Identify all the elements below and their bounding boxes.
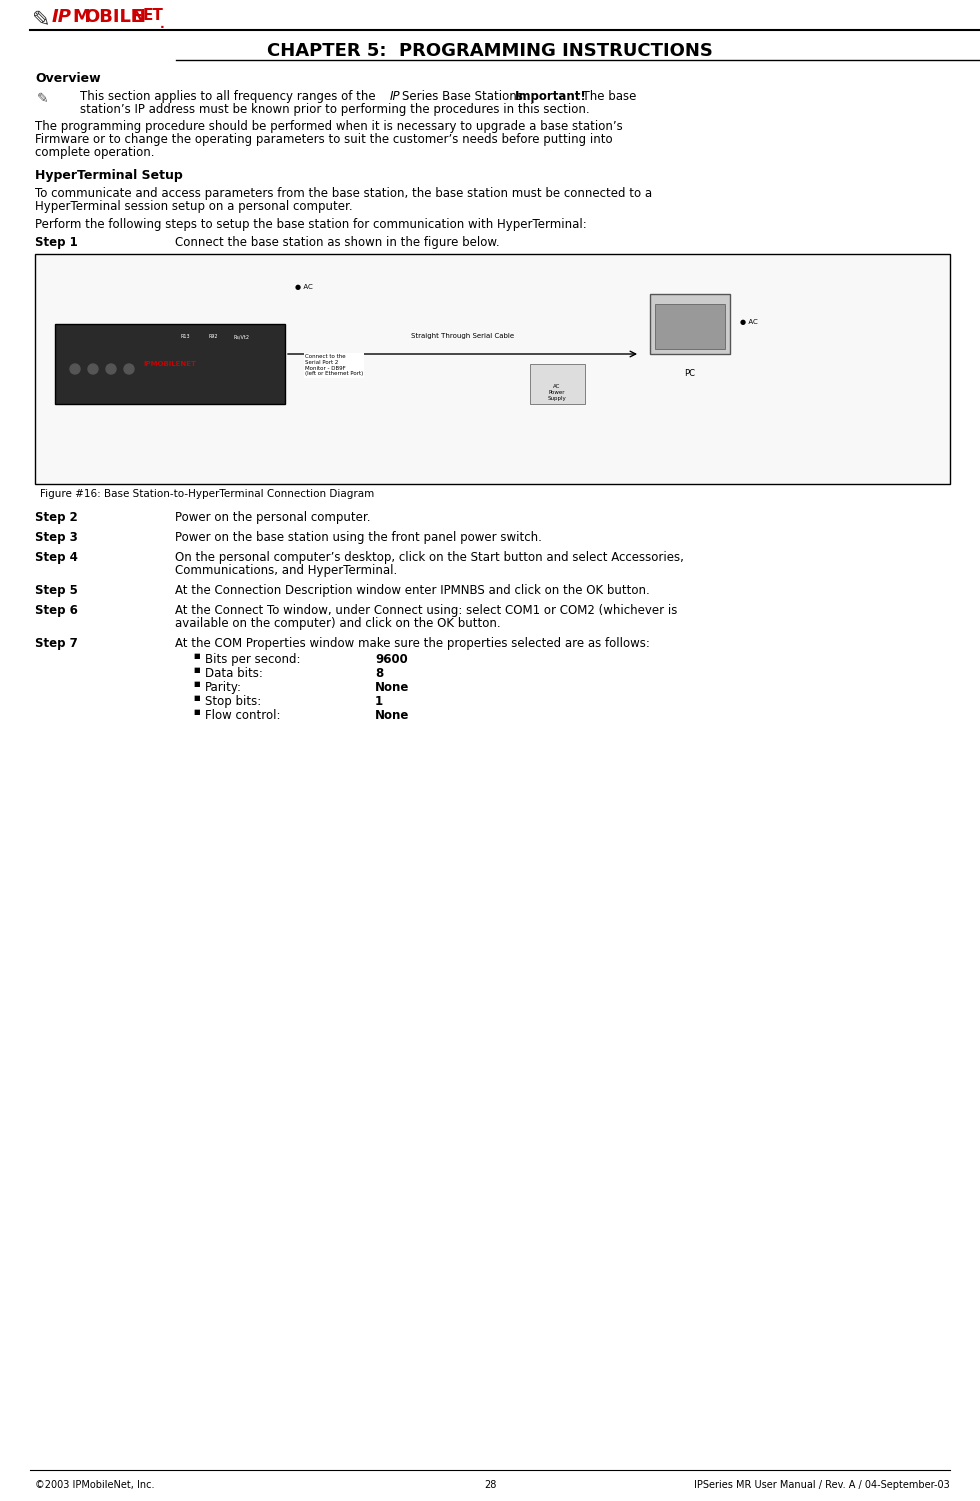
Text: Important!: Important!	[515, 90, 587, 104]
Text: CHAPTER 5:  PROGRAMMING INSTRUCTIONS: CHAPTER 5: PROGRAMMING INSTRUCTIONS	[268, 42, 712, 60]
Text: ✎: ✎	[32, 11, 51, 30]
Text: Communications, and HyperTerminal.: Communications, and HyperTerminal.	[175, 564, 397, 576]
Text: Step 1: Step 1	[35, 236, 77, 249]
Text: Step 6: Step 6	[35, 603, 77, 617]
Text: OBILE: OBILE	[84, 8, 143, 26]
Text: ● AC: ● AC	[740, 320, 758, 326]
Circle shape	[124, 365, 134, 374]
Text: Power on the personal computer.: Power on the personal computer.	[175, 510, 370, 524]
Text: Parity:: Parity:	[205, 681, 242, 693]
Circle shape	[70, 365, 80, 374]
Text: At the Connection Description window enter IPMNBS and click on the OK button.: At the Connection Description window ent…	[175, 584, 650, 597]
Text: .: .	[160, 18, 165, 32]
Text: ET: ET	[143, 8, 164, 23]
Text: Step 5: Step 5	[35, 584, 77, 597]
Text: Figure #16: Base Station-to-HyperTerminal Connection Diagram: Figure #16: Base Station-to-HyperTermina…	[40, 489, 374, 498]
Text: R13: R13	[180, 335, 190, 339]
Text: ■: ■	[193, 681, 200, 687]
Text: ✎: ✎	[37, 92, 49, 107]
Bar	[650, 294, 730, 354]
Text: Step 7: Step 7	[35, 636, 77, 650]
Text: ■: ■	[193, 695, 200, 701]
Text: IPMOBILENET: IPMOBILENET	[143, 362, 197, 368]
Text: PC: PC	[684, 369, 696, 378]
Text: IP: IP	[390, 90, 401, 104]
Text: The base: The base	[575, 90, 636, 104]
Text: HyperTerminal Setup: HyperTerminal Setup	[35, 170, 182, 182]
Text: At the Connect To window, under Connect using: select COM1 or COM2 (whichever is: At the Connect To window, under Connect …	[175, 603, 677, 617]
Circle shape	[106, 365, 116, 374]
Text: This section applies to all frequency ranges of the: This section applies to all frequency ra…	[80, 90, 379, 104]
Bar	[55, 324, 285, 404]
Text: Firmware or to change the operating parameters to suit the customer’s needs befo: Firmware or to change the operating para…	[35, 134, 612, 146]
Text: Step 4: Step 4	[35, 551, 77, 564]
Text: Series Base Stations.: Series Base Stations.	[402, 90, 534, 104]
Text: At the COM Properties window make sure the properties selected are as follows:: At the COM Properties window make sure t…	[175, 636, 650, 650]
Text: Step 2: Step 2	[35, 510, 77, 524]
Text: 1: 1	[375, 695, 383, 708]
Circle shape	[88, 365, 98, 374]
Text: M: M	[72, 8, 90, 26]
Text: Flow control:: Flow control:	[205, 708, 280, 722]
Text: ©2003 IPMobileNet, Inc.: ©2003 IPMobileNet, Inc.	[35, 1480, 155, 1490]
Text: R92: R92	[209, 335, 218, 339]
Text: On the personal computer’s desktop, click on the Start button and select Accesso: On the personal computer’s desktop, clic…	[175, 551, 684, 564]
Text: Step 3: Step 3	[35, 531, 77, 543]
Text: None: None	[375, 708, 410, 722]
Text: Bits per second:: Bits per second:	[205, 653, 301, 666]
Bar	[655, 305, 725, 350]
Bar	[35, 254, 950, 483]
Text: ● AC: ● AC	[295, 284, 313, 290]
Text: 28: 28	[484, 1480, 496, 1490]
Text: IP: IP	[52, 8, 72, 26]
Text: The programming procedure should be performed when it is necessary to upgrade a : The programming procedure should be perf…	[35, 120, 622, 134]
Text: Stop bits:: Stop bits:	[205, 695, 262, 708]
Text: ■: ■	[193, 653, 200, 659]
Text: None: None	[375, 681, 410, 693]
Text: Data bits:: Data bits:	[205, 666, 263, 680]
Text: available on the computer) and click on the OK button.: available on the computer) and click on …	[175, 617, 501, 630]
Text: Power on the base station using the front panel power switch.: Power on the base station using the fron…	[175, 531, 542, 543]
Text: Perform the following steps to setup the base station for communication with Hyp: Perform the following steps to setup the…	[35, 218, 587, 231]
Text: HyperTerminal session setup on a personal computer.: HyperTerminal session setup on a persona…	[35, 200, 353, 213]
Text: ■: ■	[193, 666, 200, 672]
Text: IPSeries MR User Manual / Rev. A / 04-September-03: IPSeries MR User Manual / Rev. A / 04-Se…	[694, 1480, 950, 1490]
Text: Overview: Overview	[35, 72, 101, 86]
Text: Connect to the
Serial Port 2
Monitor - DB9F
(left or Ethernet Port): Connect to the Serial Port 2 Monitor - D…	[305, 354, 364, 377]
Bar	[530, 365, 585, 404]
Text: 9600: 9600	[375, 653, 408, 666]
Text: Connect the base station as shown in the figure below.: Connect the base station as shown in the…	[175, 236, 500, 249]
Text: complete operation.: complete operation.	[35, 146, 155, 159]
Text: Rs/Vt2: Rs/Vt2	[233, 335, 249, 339]
Text: ■: ■	[193, 708, 200, 714]
Text: To communicate and access parameters from the base station, the base station mus: To communicate and access parameters fro…	[35, 188, 652, 200]
Text: Straight Through Serial Cable: Straight Through Serial Cable	[411, 333, 514, 339]
Text: station’s IP address must be known prior to performing the procedures in this se: station’s IP address must be known prior…	[80, 104, 590, 116]
Text: 8: 8	[375, 666, 383, 680]
Text: N: N	[130, 8, 145, 26]
Text: AC
Power
Supply: AC Power Supply	[548, 384, 566, 401]
